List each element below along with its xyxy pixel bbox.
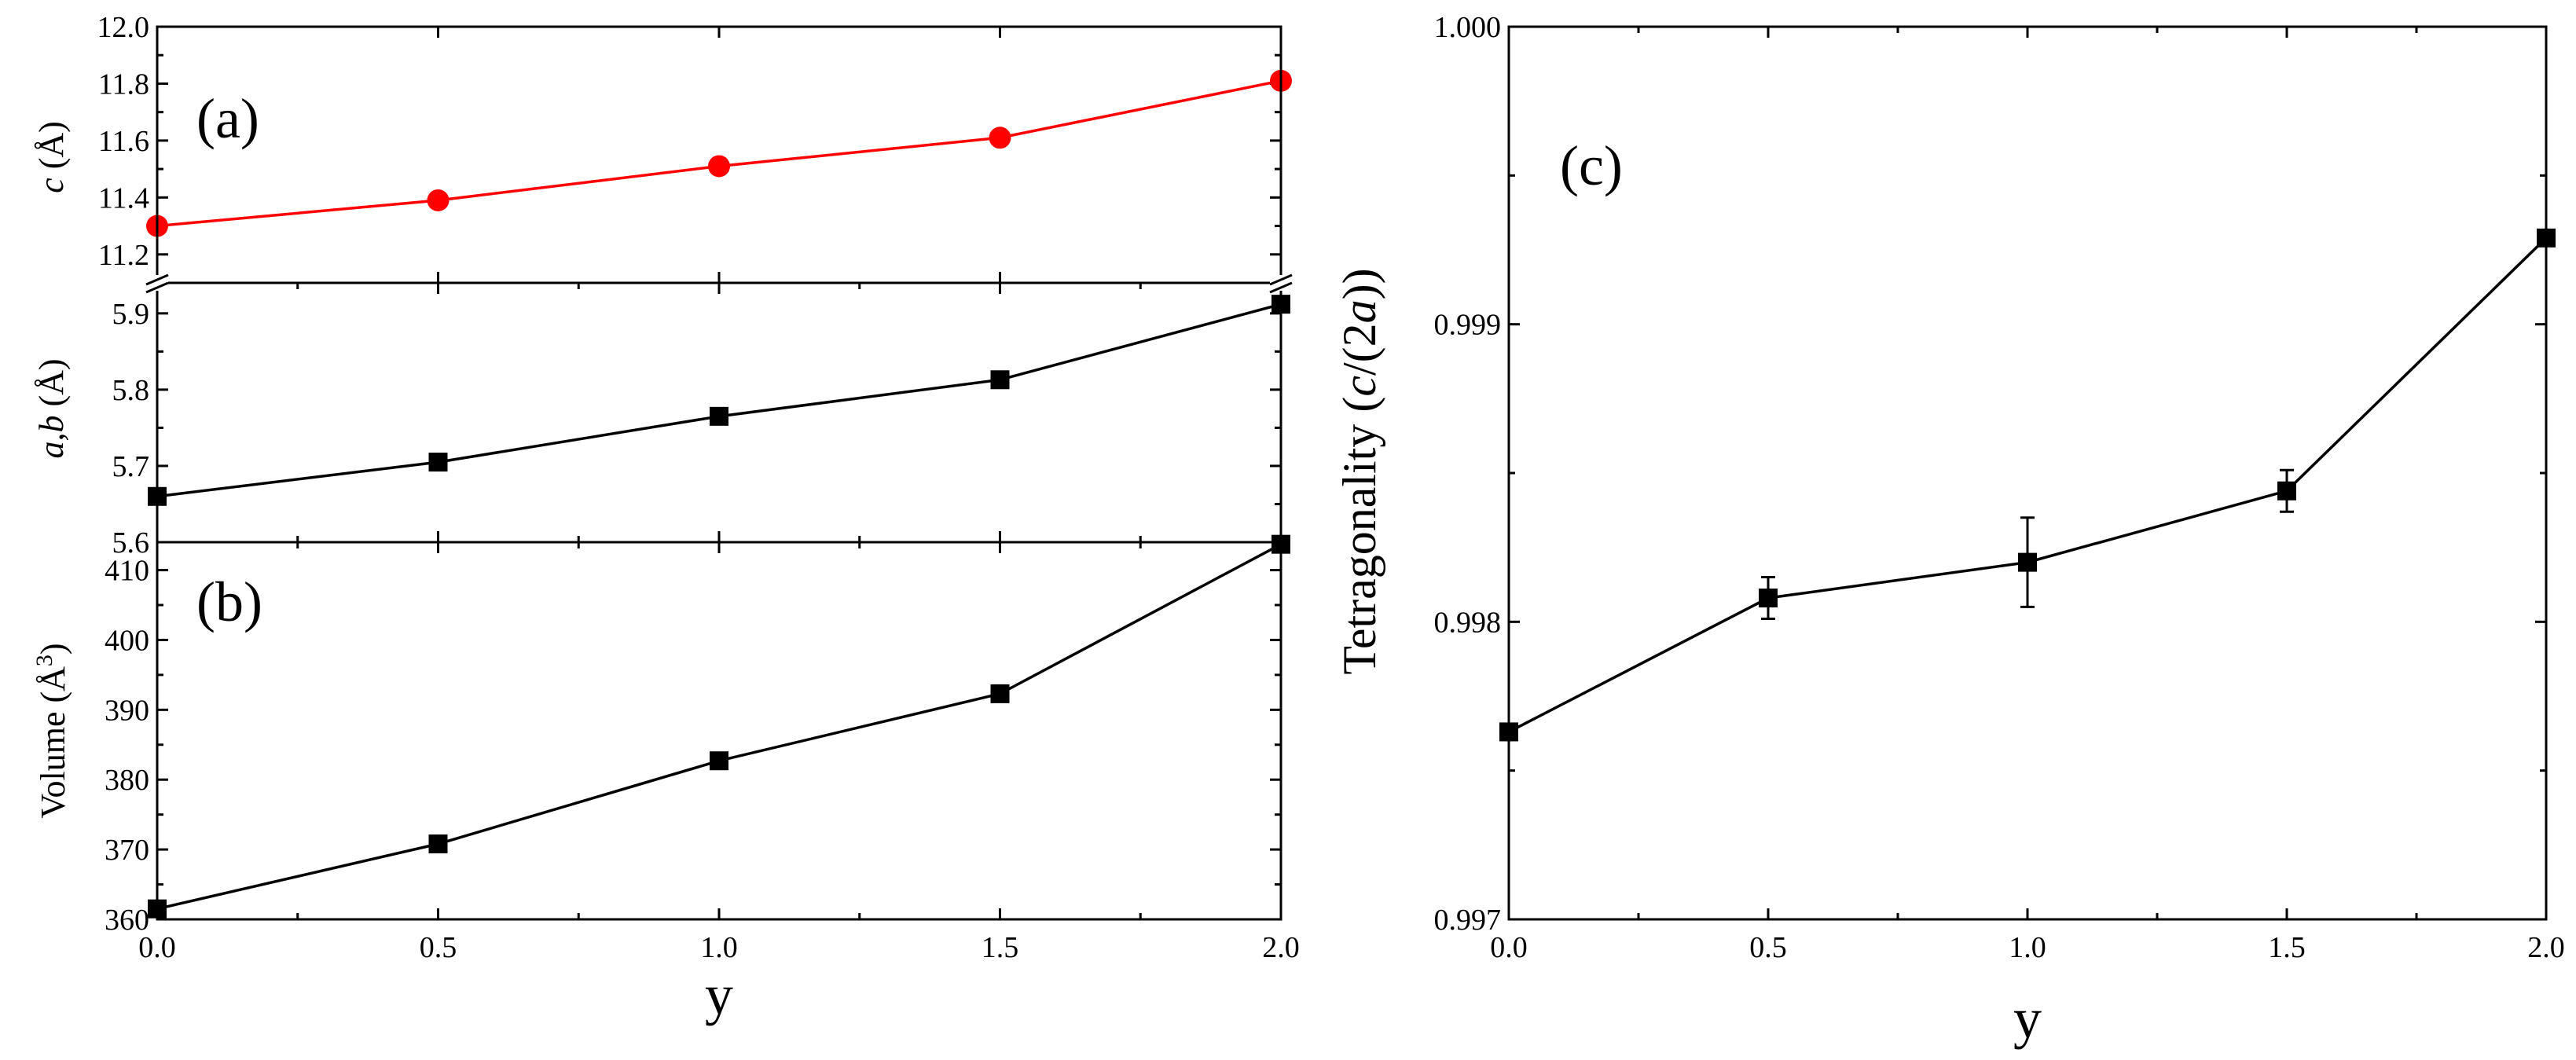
panel-b-ylabel: Volume (Å3) [31,643,73,818]
panel-b: 360 370 380 390 400 410 0.0 0.5 1.0 1.5 2.0 (b) Vo… [31,534,1300,1026]
panel-b-ytick-label: 370 [105,834,149,867]
panel-b-xtick-label: 1.5 [982,931,1019,964]
panel-a-ylabel-top-rest: (Å) [32,121,71,178]
panel-c-ytick-label: 0.997 [1434,904,1502,937]
panel-c-ylabel: Tetragonality (c/(2a)) [1334,268,1385,674]
panel-a-bottom-series-line [156,303,1282,498]
panel-a-top-ytick-label: 11.4 [98,182,149,215]
panel-c-ytick-label: 1.000 [1434,11,1502,44]
panel-c-xlabel: y [2013,987,2042,1050]
panel-a-top-ytick-label: 12.0 [97,11,150,44]
panel-a-top-ytick-label: 11.8 [98,68,149,101]
panel-b-ytick-label: 400 [105,624,149,657]
panel-a-ylabel-top-italic: c [32,178,71,193]
panel-b-ytick-label: 360 [105,904,149,937]
panel-c-series-line [1508,237,2548,733]
panel-a-ylabel-top: c (Å) [32,121,71,193]
panel-a-top-series-line [156,79,1282,228]
panel-c-xtick-label: 1.5 [2268,931,2306,964]
panel-c-xtick-label: 0.5 [1749,931,1787,964]
panel-a-bottom-marker [428,453,448,472]
panel-c-marker [1759,589,1778,608]
panel-c-label: (c) [1560,134,1623,197]
panel-b-label: (b) [196,570,262,633]
axis-break-left [145,273,169,294]
panel-a-ylabel-bottom-rest: (Å) [32,358,71,415]
panel-a-bottom-section: 5.6 5.7 5.8 5.9 a,b (Å) [32,273,1293,559]
panel-b-marker [428,834,448,853]
panel-a-bottom-ytick-label: 5.6 [112,526,150,559]
panel-c-ytick-label: 0.998 [1434,606,1502,639]
panel-a-top-ytick-label: 11.6 [98,125,149,158]
panel-c-xtick-label: 1.0 [2009,931,2046,964]
axis-break-right [1269,273,1293,294]
panel-a-top-frame [156,25,1282,284]
panel-a-ylabel-bottom: a,b (Å) [32,358,71,458]
panel-a-bottom-ytick-label: 5.9 [112,298,150,331]
panel-b-ytick-label: 380 [105,764,149,797]
panel-b-xlabel: y [705,963,733,1026]
panel-a-bottom-marker [710,406,728,426]
panel-b-series-line [156,543,1282,911]
panel-c-marker [2018,552,2037,572]
panel-c-ytick-label: 0.999 [1434,309,1502,342]
panel-a-top-section: 11.2 11.4 11.6 11.8 12.0 (a) c (Å) [32,11,1292,284]
panel-c-frame [1507,25,2548,921]
panel-b-xtick-label: 1.0 [700,931,738,964]
panel-b-ytick-label: 390 [105,694,149,727]
panel-a-bottom-marker [990,370,1010,390]
panel-a-top-marker [427,189,450,211]
panel-b-marker [990,684,1010,703]
panel-b-marker [710,751,728,771]
panel-a-bottom-ytick-label: 5.8 [112,374,150,407]
panel-b-xtick-label: 0.0 [138,931,176,964]
panel-c-marker [2277,481,2296,501]
panel-a-top-marker [708,155,730,178]
panel-a-top-ytick-label: 11.2 [98,239,149,272]
panel-b-ytick-label: 410 [105,555,149,588]
panel-a-bottom-ytick-label: 5.7 [112,450,150,483]
panel-b-frame [156,541,1282,921]
panel-a-label: (a) [196,87,259,150]
panel-c-xtick-label: 2.0 [2527,931,2565,964]
panel-b-xtick-label: 0.5 [420,931,457,964]
panel-b-xtick-label: 2.0 [1262,931,1300,964]
panel-a-ylabel-bottom-italic: a,b [32,416,71,459]
panel-c-xtick-label: 0.0 [1490,931,1528,964]
panel-a-top-marker [989,127,1011,149]
